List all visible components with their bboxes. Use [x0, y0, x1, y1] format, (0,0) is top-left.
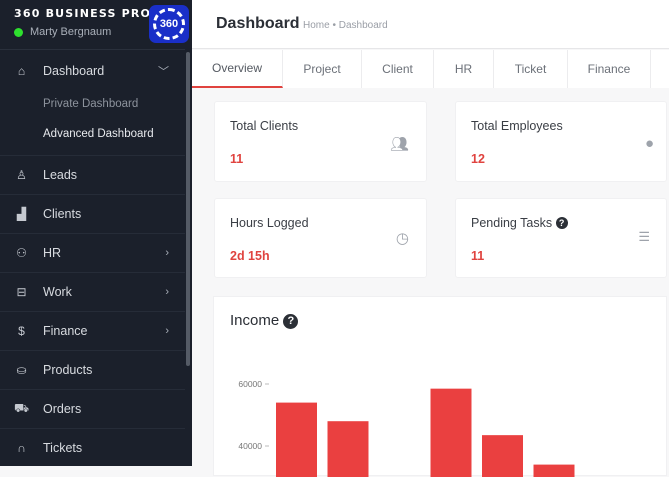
card-hours-logged[interactable]: Hours Logged 2d 15h ◷ [214, 198, 427, 278]
tasks-icon: ☰ [638, 229, 650, 244]
sidebar-scrollbar[interactable] [186, 52, 190, 366]
sidebar-item-orders[interactable]: ⛟ Orders [0, 389, 185, 428]
card-total-employees[interactable]: Total Employees 12 ● [455, 101, 667, 182]
help-icon[interactable]: ? [283, 314, 299, 329]
income-chart-card: Income ? 60000 40000 [213, 296, 667, 477]
tab-ticket[interactable]: Ticket [494, 50, 568, 88]
sidebar-item-finance[interactable]: $ Finance › [0, 311, 185, 350]
users-icon: 👥︎ [389, 136, 409, 153]
tab-overview[interactable]: Overview [192, 50, 283, 88]
chevron-right-icon: › [165, 325, 169, 337]
tab-finance[interactable]: Finance [568, 50, 651, 88]
sidebar-item-work[interactable]: ⊟ Work › [0, 272, 185, 311]
card-pending-tasks[interactable]: Pending Tasks ? 11 ☰ [455, 198, 667, 278]
sidebar-item-tickets[interactable]: ∩ Tickets [0, 428, 185, 467]
y-tick-label: 40000 [238, 441, 262, 451]
y-tick-label: 60000 [238, 379, 262, 389]
building-icon: ▟ [16, 207, 27, 221]
home-icon: ⌂ [17, 63, 26, 78]
dollar-icon: $ [18, 324, 25, 338]
online-status-icon [14, 27, 23, 37]
headset-icon: ∩ [17, 441, 26, 455]
chevron-down-icon: ﹀ [158, 65, 169, 78]
chevron-right-icon: › [165, 247, 169, 259]
sidebar: 360 BUSINESS PRO Marty Bergnaum 360 ⌂ Das… [0, 0, 192, 466]
breadcrumb[interactable]: Home • Dashboard [303, 20, 388, 31]
divider [0, 49, 185, 50]
sidebar-item-leads[interactable]: ♙ Leads [0, 155, 185, 194]
user-icon: ♙ [16, 168, 27, 182]
sidebar-item-hr[interactable]: ⚇ HR › [0, 233, 185, 272]
page-title: Dashboard [216, 15, 300, 32]
user-icon: ● [644, 135, 654, 152]
company-logo: 360 [149, 5, 189, 43]
chart-title: Income ? [230, 312, 299, 329]
briefcase-icon: ⊟ [16, 285, 27, 299]
sidebar-item-dashboard[interactable]: ⌂ Dashboard ﹀ [0, 51, 185, 90]
brand-name: 360 BUSINESS PRO [14, 7, 152, 20]
user-name: Marty Bergnaum [30, 26, 112, 38]
page-header: Dashboard Home • Dashboard [192, 0, 669, 49]
help-icon[interactable]: ? [555, 217, 568, 229]
sidebar-item-products[interactable]: ⛀ Products [0, 350, 185, 389]
basket-icon: ⛀ [16, 363, 27, 377]
income-bar[interactable] [533, 464, 575, 477]
income-bar-chart: 60000 40000 [238, 379, 575, 477]
sidebar-subitem-private-dashboard[interactable]: Private Dashboard [43, 98, 139, 110]
users-icon: ⚇ [16, 246, 27, 260]
cart-icon: ⛟ [13, 401, 30, 415]
dashboard-tabs: Overview Project Client HR Ticket Financ… [192, 50, 669, 88]
tab-project[interactable]: Project [283, 50, 362, 88]
chevron-right-icon: › [165, 286, 169, 298]
clock-icon: ◷ [395, 230, 409, 247]
sidebar-item-clients[interactable]: ▟ Clients [0, 194, 185, 233]
income-bar[interactable] [276, 402, 317, 477]
tab-client[interactable]: Client [362, 50, 434, 88]
card-total-clients[interactable]: Total Clients 11 👥︎ [214, 101, 427, 182]
income-bar[interactable] [327, 421, 369, 477]
sidebar-subitem-advanced-dashboard[interactable]: Advanced Dashboard [43, 128, 154, 140]
income-bar[interactable] [482, 435, 523, 477]
tab-hr[interactable]: HR [434, 50, 494, 88]
income-bar[interactable] [430, 388, 472, 477]
user-status[interactable]: Marty Bergnaum [14, 26, 111, 38]
